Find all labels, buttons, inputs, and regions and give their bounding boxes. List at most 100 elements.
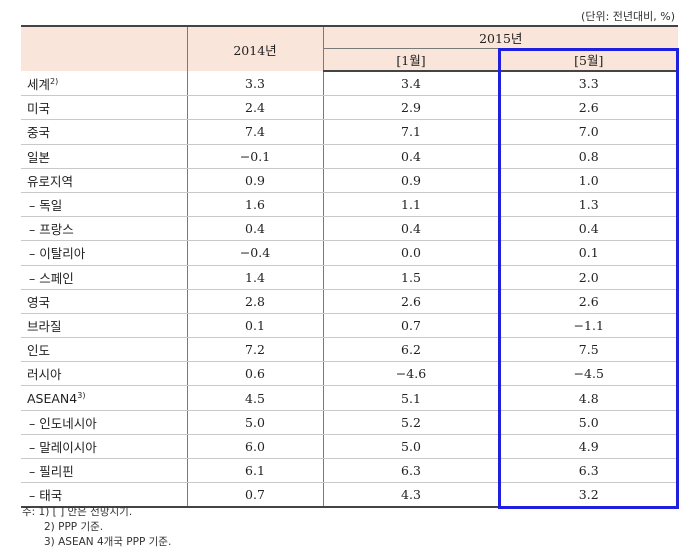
value-january: 0.4 xyxy=(322,144,499,169)
value-january: 7.1 xyxy=(322,119,499,145)
region-name: – 말레이시아 xyxy=(29,439,97,455)
row-label: 브라질 xyxy=(21,313,187,339)
header-january: [1월] xyxy=(323,48,500,72)
value-2014: 6.0 xyxy=(186,434,323,460)
value-may: 1.3 xyxy=(498,192,678,218)
table-row: 세계2) 3.3 3.4 3.3 xyxy=(21,71,678,97)
value-may: 0.8 xyxy=(498,144,678,169)
value-2014: 1.6 xyxy=(186,192,323,218)
value-2014: 1.4 xyxy=(186,265,323,290)
footnote-1: 주: 1) [ ] 안은 전망시기. xyxy=(22,506,133,518)
region-name: 유로지역 xyxy=(27,173,74,189)
region-name: 브라질 xyxy=(27,318,62,334)
table-body: 세계2) 3.3 3.4 3.3 미국 2.4 2.9 2.6 중국 7.4 7.1 7.0 일본 −0.… xyxy=(21,71,678,509)
value-january: 4.3 xyxy=(322,482,499,509)
value-january: 1.5 xyxy=(322,265,499,290)
table-row: – 인도네시아 5.0 5.2 5.0 xyxy=(21,410,678,435)
value-2014: −0.4 xyxy=(186,240,323,266)
value-may: 6.3 xyxy=(498,458,678,484)
footnote-3: 3) ASEAN 4개국 PPP 기준. xyxy=(44,536,172,548)
value-may: 0.1 xyxy=(498,240,678,266)
value-2014: 0.6 xyxy=(186,361,323,387)
value-january: 6.3 xyxy=(322,458,499,484)
footnote-2: 2) PPP 기준. xyxy=(44,521,104,533)
row-label: – 태국 xyxy=(21,482,187,509)
value-may: 2.6 xyxy=(498,289,678,314)
value-may: 7.0 xyxy=(498,119,678,145)
row-label: 인도 xyxy=(21,337,187,363)
table-row: – 스페인 1.4 1.5 2.0 xyxy=(21,265,678,290)
value-2014: 0.9 xyxy=(186,168,323,193)
value-2014: 0.7 xyxy=(186,482,323,509)
region-name: 영국 xyxy=(27,294,51,310)
row-label: 일본 xyxy=(21,144,187,169)
value-january: −4.6 xyxy=(322,361,499,387)
value-2014: 5.0 xyxy=(186,410,323,435)
table-row: 영국 2.8 2.6 2.6 xyxy=(21,289,678,314)
unit-label: (단위: 전년대비, %) xyxy=(581,10,675,23)
row-label: 유로지역 xyxy=(21,168,187,193)
table-row: 일본 −0.1 0.4 0.8 xyxy=(21,144,678,169)
table-row: – 필리핀 6.1 6.3 6.3 xyxy=(21,458,678,484)
value-january: 2.9 xyxy=(322,95,499,121)
value-may: 5.0 xyxy=(498,410,678,435)
value-may: 4.8 xyxy=(498,385,678,411)
region-name: – 필리핀 xyxy=(29,464,74,480)
header-2014: 2014년 xyxy=(186,25,324,71)
table-row: 유로지역 0.9 0.9 1.0 xyxy=(21,168,678,193)
value-may: 3.2 xyxy=(498,482,678,509)
footnote-marker: 3) xyxy=(77,390,86,400)
row-label: – 프랑스 xyxy=(21,216,187,242)
value-2014: 3.3 xyxy=(186,71,323,97)
row-label: – 말레이시아 xyxy=(21,434,187,460)
growth-forecast-table: 2014년 2015년 [1월] [5월] 세계2) 3.3 3.4 3.3 미국 2.4… xyxy=(21,25,678,509)
value-january: 6.2 xyxy=(322,337,499,363)
value-january: 5.2 xyxy=(322,410,499,435)
value-may: 3.3 xyxy=(498,71,678,97)
value-january: 0.0 xyxy=(322,240,499,266)
value-2014: 4.5 xyxy=(186,385,323,411)
row-label: – 스페인 xyxy=(21,265,187,290)
value-may: 4.9 xyxy=(498,434,678,460)
header-corner xyxy=(21,25,188,71)
region-name: 인도 xyxy=(27,343,51,359)
region-name: ASEAN4 xyxy=(27,390,78,406)
value-january: 0.4 xyxy=(322,216,499,242)
header-may: [5월] xyxy=(498,48,678,72)
row-label: ASEAN43) xyxy=(21,385,187,411)
table-row: – 프랑스 0.4 0.4 0.4 xyxy=(21,216,678,242)
row-label: 러시아 xyxy=(21,361,187,387)
region-name: – 독일 xyxy=(29,198,63,214)
value-may: −4.5 xyxy=(498,361,678,387)
region-name: 중국 xyxy=(27,125,51,141)
value-2014: 2.8 xyxy=(186,289,323,314)
row-label: – 필리핀 xyxy=(21,458,187,484)
value-2014: 0.1 xyxy=(186,313,323,339)
table-row: 러시아 0.6 −4.6 −4.5 xyxy=(21,361,678,387)
table-row: – 말레이시아 6.0 5.0 4.9 xyxy=(21,434,678,460)
region-name: 미국 xyxy=(27,101,51,117)
region-name: 세계 xyxy=(27,76,51,92)
row-label: 세계2) xyxy=(21,71,187,97)
value-may: 1.0 xyxy=(498,168,678,193)
table-row: 미국 2.4 2.9 2.6 xyxy=(21,95,678,121)
row-label: – 독일 xyxy=(21,192,187,218)
value-may: −1.1 xyxy=(498,313,678,339)
table-row: 브라질 0.1 0.7 −1.1 xyxy=(21,313,678,339)
value-january: 5.1 xyxy=(322,385,499,411)
table-row: ASEAN43) 4.5 5.1 4.8 xyxy=(21,385,678,411)
row-label: – 이탈리아 xyxy=(21,240,187,266)
region-name: – 프랑스 xyxy=(29,222,74,238)
region-name: 일본 xyxy=(27,149,51,165)
value-january: 0.7 xyxy=(322,313,499,339)
value-2014: 2.4 xyxy=(186,95,323,121)
table-row: 인도 7.2 6.2 7.5 xyxy=(21,337,678,363)
table-row: – 독일 1.6 1.1 1.3 xyxy=(21,192,678,218)
value-2014: 7.2 xyxy=(186,337,323,363)
value-january: 5.0 xyxy=(322,434,499,460)
value-january: 1.1 xyxy=(322,192,499,218)
value-may: 2.0 xyxy=(498,265,678,290)
footnote-marker: 2) xyxy=(50,76,59,86)
value-2014: 7.4 xyxy=(186,119,323,145)
table-row: 중국 7.4 7.1 7.0 xyxy=(21,119,678,145)
